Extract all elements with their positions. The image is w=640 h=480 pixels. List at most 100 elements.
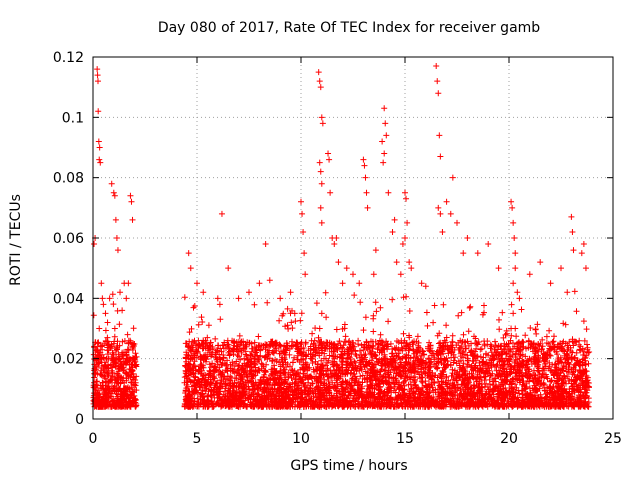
- data-point: [108, 180, 115, 187]
- data-point: [318, 114, 325, 121]
- data-point: [277, 295, 284, 302]
- data-point: [449, 174, 456, 181]
- data-point: [510, 280, 517, 287]
- data-point: [406, 373, 413, 380]
- y-tick-label: 0.12: [53, 50, 84, 66]
- data-point: [191, 373, 198, 380]
- data-point: [451, 367, 458, 374]
- data-point: [100, 385, 107, 392]
- y-tick-label: 0.08: [53, 171, 84, 187]
- data-point: [130, 355, 137, 362]
- data-point: [512, 325, 519, 332]
- data-point: [118, 361, 125, 368]
- data-point: [308, 355, 315, 362]
- data-point: [364, 370, 371, 377]
- data-point: [426, 367, 433, 374]
- data-point: [360, 361, 367, 368]
- data-point: [187, 355, 194, 362]
- data-point: [522, 370, 529, 377]
- data-point: [377, 373, 384, 380]
- data-point: [382, 120, 389, 127]
- y-tick-label: 0: [75, 412, 84, 428]
- data-point: [327, 373, 334, 380]
- data-point: [514, 340, 521, 347]
- data-point: [570, 247, 577, 254]
- data-point: [98, 280, 105, 287]
- data-point: [356, 367, 363, 374]
- y-axis-label: ROTI / TECUs: [8, 194, 24, 286]
- data-point: [128, 198, 135, 205]
- data-point: [112, 216, 119, 223]
- data-point: [410, 367, 417, 374]
- data-point: [530, 367, 537, 374]
- data-point: [314, 361, 321, 368]
- data-point: [516, 355, 523, 362]
- data-point: [481, 361, 488, 368]
- data-point: [333, 361, 340, 368]
- data-point: [408, 265, 415, 272]
- data-point: [564, 373, 571, 380]
- chart-title: Day 080 of 2017, Rate Of TEC Index for r…: [158, 20, 540, 36]
- data-point: [403, 195, 410, 202]
- data-point: [95, 108, 102, 115]
- data-point: [104, 370, 111, 377]
- data-point: [331, 241, 338, 248]
- data-point: [95, 138, 102, 145]
- data-point: [114, 379, 121, 386]
- data-point: [404, 219, 411, 226]
- data-point: [363, 189, 370, 196]
- data-point: [111, 325, 118, 332]
- data-point: [214, 379, 221, 386]
- x-tick-label: 0: [89, 431, 98, 447]
- data-point: [223, 361, 230, 368]
- data-point: [185, 250, 192, 257]
- data-point: [300, 370, 307, 377]
- data-point: [183, 370, 190, 377]
- axis-ticks: [92, 56, 614, 420]
- data-point: [406, 259, 413, 266]
- data-point: [246, 289, 252, 296]
- data-point: [362, 174, 369, 181]
- data-point: [91, 241, 98, 248]
- data-point: [435, 204, 442, 211]
- data-point: [443, 198, 450, 205]
- data-point: [318, 310, 325, 317]
- data-point: [510, 310, 517, 317]
- data-point: [113, 370, 120, 377]
- data-point: [302, 271, 309, 278]
- data-point: [202, 376, 209, 383]
- data-point: [112, 355, 119, 362]
- data-point: [116, 385, 122, 392]
- data-point: [343, 265, 350, 272]
- y-tick-label: 0.04: [53, 291, 84, 307]
- data-point: [248, 370, 255, 377]
- data-point: [539, 370, 546, 377]
- data-point: [111, 192, 118, 199]
- data-point: [460, 367, 467, 374]
- data-point: [460, 250, 467, 257]
- data-point: [298, 379, 304, 386]
- data-point: [106, 385, 113, 392]
- data-point: [316, 78, 323, 85]
- data-point: [117, 289, 124, 296]
- data-point: [568, 355, 575, 362]
- data-point: [266, 277, 273, 284]
- data-point: [431, 361, 438, 368]
- data-point: [437, 210, 444, 217]
- data-point: [298, 198, 304, 205]
- data-point: [235, 367, 242, 374]
- data-point: [318, 180, 325, 187]
- data-point: [325, 367, 332, 374]
- data-point: [385, 367, 392, 374]
- data-point: [464, 361, 471, 368]
- data-point: [235, 295, 242, 302]
- data-point: [418, 280, 425, 287]
- data-point: [214, 295, 221, 302]
- data-point: [210, 373, 217, 380]
- data-point: [380, 159, 387, 166]
- data-point: [231, 379, 238, 386]
- data-point: [317, 204, 324, 211]
- data-point: [317, 168, 324, 175]
- data-point: [389, 228, 396, 235]
